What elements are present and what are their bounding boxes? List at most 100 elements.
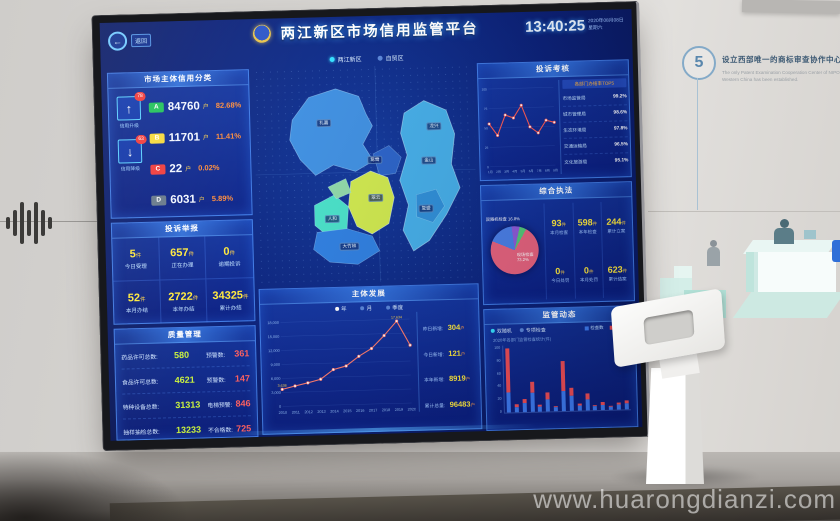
map-svg [255, 65, 476, 282]
svg-text:0: 0 [487, 165, 489, 169]
tab-liangjiang[interactable]: 两江新区 [329, 54, 362, 64]
svg-text:2019: 2019 [395, 408, 404, 412]
district-label: 复盛 [418, 204, 434, 213]
quality-panel: 质量管理 药品许可总数: 580 预警数: 361 食品许可总数: 4621 预警数: 14… [113, 325, 259, 441]
enforcement-stats: 93件 本月检查 598件 本年检查 244件 累计立案 0件 今日处罚 0件 本月处罚 … [543, 201, 632, 300]
district-label: 金山 [421, 156, 437, 165]
development-line-chart: 0 3,000 6,000 9,000 12,000 15,000 18,000 2010 20… [267, 315, 416, 415]
center-column: 礼嘉 翠云 人和 鸳鸯 大竹林 金山 复盛 龙兴 主体发展 年 月 [252, 63, 483, 435]
mode-year[interactable]: 年 [335, 304, 347, 312]
complaint-assessment-panel: 投诉考核 0 25 50 75 100 1月 2月 3月 4月 5月 6月 7月 8月 9月 各部门办结率… [476, 59, 632, 182]
radio-dot-icon [360, 305, 365, 310]
step-number-badge: 5 [682, 46, 716, 80]
stat-cell: 0件 本月处罚 [573, 249, 604, 299]
complaints-panel: 投诉举报 5件 今日受理 657件 正在办理 0件 逾期投诉 52件 本月办结 2722… [110, 219, 256, 325]
enforcement-panel: 综合执法 现场检查 73.2% 双随机检查 16.8% 93件 本月检查 598件… [479, 181, 636, 306]
svg-text:2018: 2018 [382, 408, 391, 412]
wall-timeline-right [648, 211, 840, 212]
radio-dot-icon [490, 328, 495, 333]
svg-text:17,634: 17,634 [391, 315, 402, 319]
option-random-check[interactable]: 双随机 [490, 327, 512, 335]
svg-text:6,000: 6,000 [271, 377, 281, 381]
ceiling-beam [741, 0, 840, 14]
tab-ftz[interactable]: 自贸区 [377, 53, 404, 63]
svg-text:3月: 3月 [504, 170, 509, 174]
radio-dot-icon [335, 306, 340, 311]
svg-text:9月: 9月 [553, 168, 558, 172]
clock: 13:40:25 2020年08月08日 星期六 [525, 16, 624, 36]
wall-step-5: 5 设立西部唯一的商标审查协作中心。 The only Patent Exami… [682, 46, 840, 210]
desk-monitor [804, 230, 816, 239]
kiosk-device-slot [643, 309, 695, 346]
kiosk-column [646, 368, 704, 484]
district-label: 鸳鸯 [367, 155, 383, 165]
visitor-figure [707, 247, 720, 266]
stat-cell: 52件 本月办结 [113, 280, 162, 325]
radio-dot-icon [377, 55, 383, 61]
svg-text:2014: 2014 [330, 409, 339, 413]
svg-text:3,638: 3,638 [278, 384, 287, 388]
step-title-zh: 设立西部唯一的商标审查协作中心。 [722, 55, 840, 64]
downgrade-badge: 63 [135, 134, 147, 145]
svg-text:4月: 4月 [512, 169, 517, 173]
svg-text:75: 75 [484, 107, 488, 111]
svg-text:2012: 2012 [304, 410, 313, 414]
enforcement-pie-chart: 现场检查 73.2% 双随机检查 16.8% [485, 203, 545, 300]
svg-text:2010: 2010 [279, 411, 288, 415]
entity-development-panel: 主体发展 年 月 季度 0 3,000 6,000 9,000 12,000 15,000… [258, 283, 483, 435]
clerk-figure [774, 228, 794, 244]
mode-month[interactable]: 月 [360, 303, 372, 312]
svg-text:7月: 7月 [537, 169, 542, 173]
radio-dot-icon [519, 328, 524, 333]
svg-text:3,000: 3,000 [271, 391, 281, 395]
district-label: 大竹林 [339, 242, 360, 251]
top5-list: 各部门办结率TOP5 市场监管局 99.2% 城市管理局 98.6% 生态环境局 97… [558, 78, 629, 175]
supervision-options: 双随机 专项检查 [490, 326, 546, 335]
legend-swatch-icon [584, 326, 589, 331]
svg-text:2015: 2015 [343, 409, 352, 413]
development-stats: 昨日新增: 304户 今日新增: 121户 本年新增: 8919户 累计总量: … [416, 310, 478, 413]
quality-row: 食品许可总数: 4621 预警数: 147 [121, 366, 251, 395]
soundwave-icon [6, 200, 52, 246]
upgrade-badge: 78 [134, 91, 146, 102]
grade-chip: C [150, 163, 166, 175]
svg-text:2月: 2月 [496, 170, 501, 174]
credit-dashboard: ← 返回 两江新区市场信用监管平台 13:40:25 2020年08月08日 星… [99, 9, 643, 441]
stat-cell: 93件 本月检查 [543, 202, 574, 252]
district-label: 龙兴 [426, 122, 442, 131]
list-item: 交通运输局 96.5% [563, 137, 629, 155]
svg-text:50: 50 [484, 126, 488, 130]
svg-text:9,000: 9,000 [271, 363, 281, 367]
dev-stat: 本年新增: 8919户 [424, 373, 471, 384]
page-title: 两江新区市场信用监管平台 [280, 21, 479, 43]
kiosk-stand [600, 288, 780, 490]
credit-grade-row: B 11701 户 11.41% [145, 120, 246, 154]
svg-text:2017: 2017 [369, 408, 378, 412]
clock-time: 13:40:25 [524, 17, 586, 36]
emblem-icon [252, 24, 272, 43]
trend-line-chart: 0 25 50 75 100 1月 2月 3月 4月 5月 6月 7月 8月 9月 [482, 87, 558, 174]
credit-classification-panel: 市场主体信用分类 ↑ 78 信用升级 ↓ 63 [106, 69, 253, 219]
credit-grade-row: C 22 户 0.02% [146, 151, 247, 185]
mode-quarter[interactable]: 季度 [386, 303, 403, 311]
pie-icon [490, 225, 540, 275]
clock-week: 星期六 [588, 25, 603, 31]
radio-dot-icon [386, 305, 391, 310]
grade-chip: D [151, 194, 167, 206]
svg-text:0: 0 [279, 405, 281, 409]
district-label: 翠云 [368, 193, 384, 203]
svg-text:2016: 2016 [356, 409, 365, 413]
svg-text:12,000: 12,000 [268, 349, 280, 353]
stat-cell: 244件 累计立案 [600, 201, 631, 250]
svg-text:8月: 8月 [545, 169, 550, 173]
credit-downgrade: ↓ 63 信用降级 [117, 134, 147, 173]
credit-upgrade: ↑ 78 信用升级 [116, 91, 146, 130]
pie-slice-label: 现场检查 73.2% [516, 251, 534, 263]
svg-text:5月: 5月 [520, 169, 525, 173]
step-title-en: The only Patent Examination Cooperation … [722, 70, 840, 82]
svg-text:2013: 2013 [317, 410, 326, 414]
credit-grade-row: D 6031 户 5.89% [147, 182, 248, 216]
option-special-check[interactable]: 专项检查 [519, 326, 546, 334]
district-map[interactable]: 礼嘉 翠云 人和 鸳鸯 大竹林 金山 复盛 龙兴 [252, 63, 479, 285]
